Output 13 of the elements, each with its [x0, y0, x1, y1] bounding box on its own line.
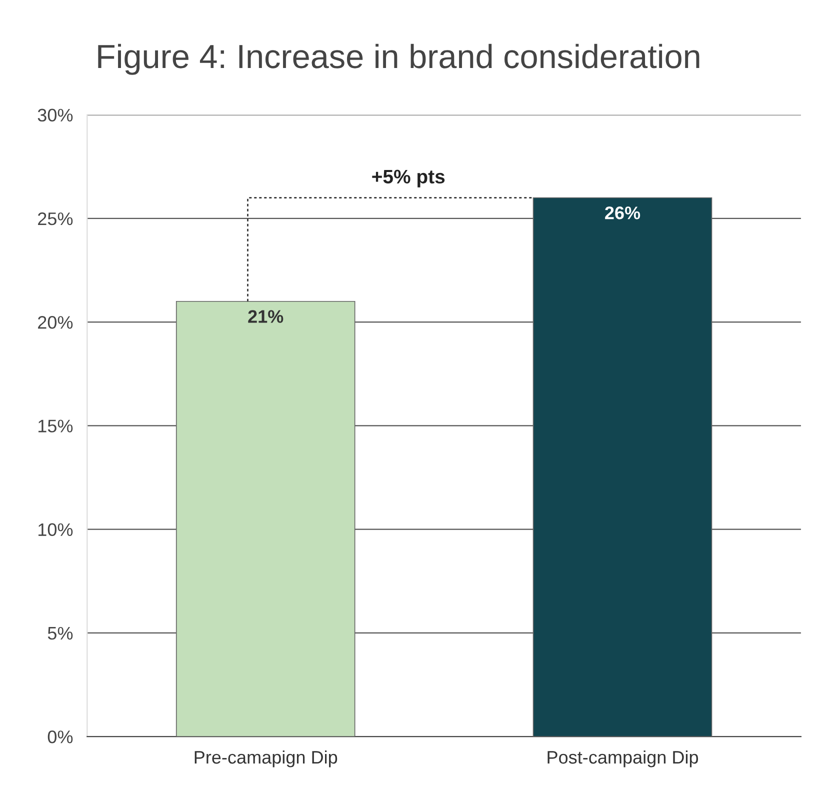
annotation: +5% pts: [372, 170, 445, 188]
y-tick-label: 25%: [38, 212, 73, 226]
y-tick-label: 5%: [48, 626, 73, 640]
data-label: 21%: [248, 310, 284, 323]
y-tick-label: 10%: [38, 523, 73, 536]
y-tick-label: 15%: [38, 420, 73, 432]
data-label: 26%: [605, 206, 640, 220]
x-tick-label: Post-campaign Dip: [548, 750, 698, 768]
chart-title: Figure 4: Increase in brand consideration: [98, 44, 700, 75]
y-tick-label: 30%: [38, 108, 73, 122]
x-tick-label: Pre-camapign Dip: [194, 750, 338, 768]
y-tick-label: 20%: [38, 316, 73, 329]
y-tick-label: 0%: [48, 730, 73, 744]
